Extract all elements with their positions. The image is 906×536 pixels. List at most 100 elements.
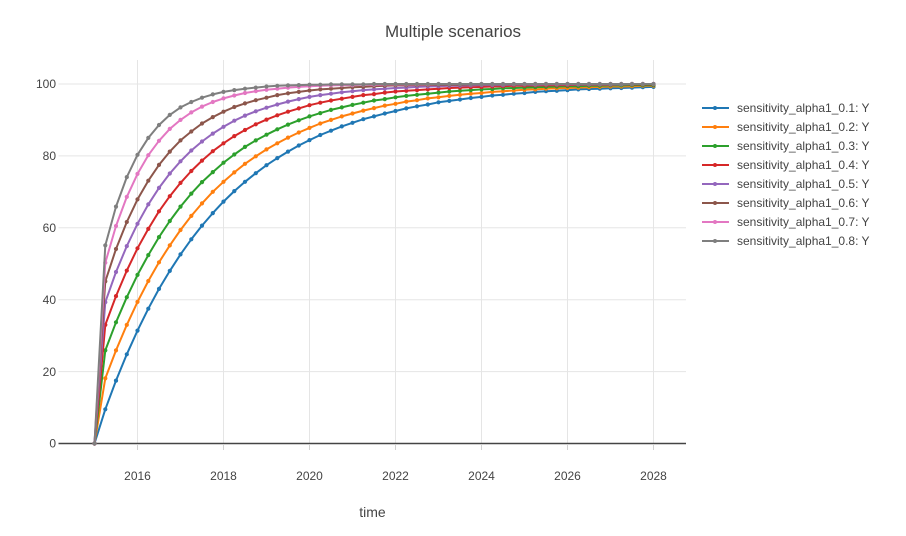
- series-marker-alpha1-0.2: [425, 96, 430, 101]
- series-marker-alpha1-0.4: [242, 127, 248, 133]
- series-marker-alpha1-0.7: [199, 104, 205, 109]
- legend-line-marker-icon: [702, 218, 729, 226]
- series-marker-alpha1-0.6: [210, 115, 215, 120]
- legend-marker-dot: [713, 181, 717, 186]
- series-marker-alpha1-0.1: [339, 124, 344, 129]
- series-marker-alpha1-0.8: [640, 81, 645, 87]
- series-marker-alpha1-0.1: [479, 94, 484, 99]
- series-marker-alpha1-0.1: [318, 132, 323, 138]
- legend-label: sensitivity_alpha1_0.1: Y: [737, 100, 870, 115]
- series-marker-alpha1-0.8: [146, 135, 151, 140]
- series-marker-alpha1-0.4: [124, 268, 129, 273]
- legend-label: sensitivity_alpha1_0.8: Y: [737, 233, 870, 248]
- series-marker-alpha1-0.1: [425, 102, 430, 107]
- legend-item-alpha1-0.4[interactable]: sensitivity_alpha1_0.4: Y: [702, 155, 870, 174]
- series-marker-alpha1-0.5: [113, 269, 119, 275]
- series-marker-alpha1-0.3: [124, 295, 129, 300]
- legend-item-alpha1-0.6[interactable]: sensitivity_alpha1_0.6: Y: [702, 193, 870, 212]
- series-marker-alpha1-0.3: [371, 98, 377, 103]
- series-marker-alpha1-0.2: [124, 322, 129, 327]
- series-marker-alpha1-0.3: [361, 100, 366, 105]
- series-marker-alpha1-0.8: [339, 82, 344, 87]
- series-marker-alpha1-0.6: [135, 197, 140, 202]
- series-marker-alpha1-0.6: [199, 121, 205, 126]
- series-marker-alpha1-0.4: [178, 180, 183, 185]
- series-marker-alpha1-0.2: [468, 91, 473, 96]
- series-marker-alpha1-0.4: [328, 98, 334, 103]
- series-marker-alpha1-0.3: [221, 160, 226, 165]
- series-marker-alpha1-0.2: [167, 243, 172, 248]
- series-marker-alpha1-0.4: [232, 134, 237, 139]
- series-marker-alpha1-0.8: [533, 81, 538, 87]
- series-marker-alpha1-0.1: [361, 117, 366, 122]
- series-marker-alpha1-0.6: [339, 85, 344, 91]
- series-marker-alpha1-0.1: [371, 114, 377, 119]
- legend-item-alpha1-0.1[interactable]: sensitivity_alpha1_0.1: Y: [702, 98, 870, 117]
- legend-item-alpha1-0.2[interactable]: sensitivity_alpha1_0.2: Y: [702, 117, 870, 136]
- series-marker-alpha1-0.7: [221, 96, 226, 101]
- series-marker-alpha1-0.8: [361, 82, 366, 87]
- series-marker-alpha1-0.8: [167, 112, 172, 117]
- series-marker-alpha1-0.5: [285, 99, 291, 104]
- series-marker-alpha1-0.7: [264, 87, 269, 92]
- series-marker-alpha1-0.8: [275, 83, 280, 88]
- series-marker-alpha1-0.8: [522, 81, 527, 87]
- series-marker-alpha1-0.3: [328, 107, 334, 112]
- legend-item-alpha1-0.8[interactable]: sensitivity_alpha1_0.8: Y: [702, 231, 870, 250]
- series-marker-alpha1-0.2: [275, 141, 280, 146]
- series-marker-alpha1-0.5: [264, 105, 269, 110]
- series-marker-alpha1-0.8: [210, 92, 215, 97]
- series-marker-alpha1-0.8: [554, 81, 559, 87]
- series-marker-alpha1-0.8: [457, 81, 463, 87]
- plot-area[interactable]: [58, 60, 687, 444]
- series-marker-alpha1-0.2: [307, 125, 312, 130]
- legend-item-alpha1-0.3[interactable]: sensitivity_alpha1_0.3: Y: [702, 136, 870, 155]
- series-marker-alpha1-0.8: [156, 122, 162, 128]
- series-marker-alpha1-0.8: [103, 243, 108, 248]
- series-marker-alpha1-0.1: [500, 92, 506, 97]
- series-marker-alpha1-0.5: [361, 88, 366, 93]
- series-marker-alpha1-0.1: [404, 106, 409, 111]
- series-marker-alpha1-0.3: [113, 320, 119, 325]
- series-marker-alpha1-0.7: [167, 126, 172, 131]
- series-marker-alpha1-0.6: [307, 88, 312, 93]
- series-marker-alpha1-0.8: [264, 84, 269, 89]
- series-marker-alpha1-0.1: [307, 138, 312, 143]
- series-marker-alpha1-0.6: [275, 93, 280, 98]
- series-marker-alpha1-0.8: [124, 175, 129, 180]
- series-marker-alpha1-0.7: [156, 138, 162, 143]
- series-marker-alpha1-0.2: [404, 99, 409, 104]
- series-marker-alpha1-0.4: [221, 141, 226, 146]
- legend-line-marker-icon: [702, 123, 729, 131]
- series-marker-alpha1-0.5: [371, 87, 377, 92]
- series-marker-alpha1-0.2: [371, 106, 377, 111]
- series-marker-alpha1-0.8: [436, 81, 441, 87]
- series-marker-alpha1-0.5: [382, 86, 387, 91]
- series-marker-alpha1-0.1: [103, 407, 108, 412]
- series-marker-alpha1-0.1: [253, 171, 258, 176]
- legend-line-marker-icon: [702, 199, 729, 207]
- series-marker-alpha1-0.5: [135, 221, 140, 226]
- legend-marker-dot: [713, 238, 717, 243]
- series-marker-alpha1-0.3: [242, 144, 248, 149]
- x-tick-label: 2020: [296, 469, 323, 483]
- x-tick-label: 2018: [210, 469, 237, 483]
- series-marker-alpha1-0.8: [350, 82, 355, 87]
- y-tick-label: 80: [43, 149, 57, 163]
- series-marker-alpha1-0.6: [113, 246, 119, 252]
- series-marker-alpha1-0.5: [221, 124, 226, 129]
- legend-item-alpha1-0.5[interactable]: sensitivity_alpha1_0.5: Y: [702, 174, 870, 193]
- legend-item-alpha1-0.7[interactable]: sensitivity_alpha1_0.7: Y: [702, 212, 870, 231]
- legend-label: sensitivity_alpha1_0.4: Y: [737, 157, 870, 172]
- series-marker-alpha1-0.7: [253, 89, 258, 94]
- series-marker-alpha1-0.3: [404, 93, 409, 98]
- y-tick-label: 40: [43, 293, 57, 307]
- series-marker-alpha1-0.4: [199, 158, 205, 163]
- legend-line-marker-icon: [702, 180, 729, 188]
- series-marker-alpha1-0.8: [576, 81, 581, 87]
- series-marker-alpha1-0.2: [210, 189, 215, 194]
- series-marker-alpha1-0.5: [199, 139, 205, 144]
- series-marker-alpha1-0.2: [264, 147, 269, 152]
- series-marker-alpha1-0.1: [447, 98, 452, 103]
